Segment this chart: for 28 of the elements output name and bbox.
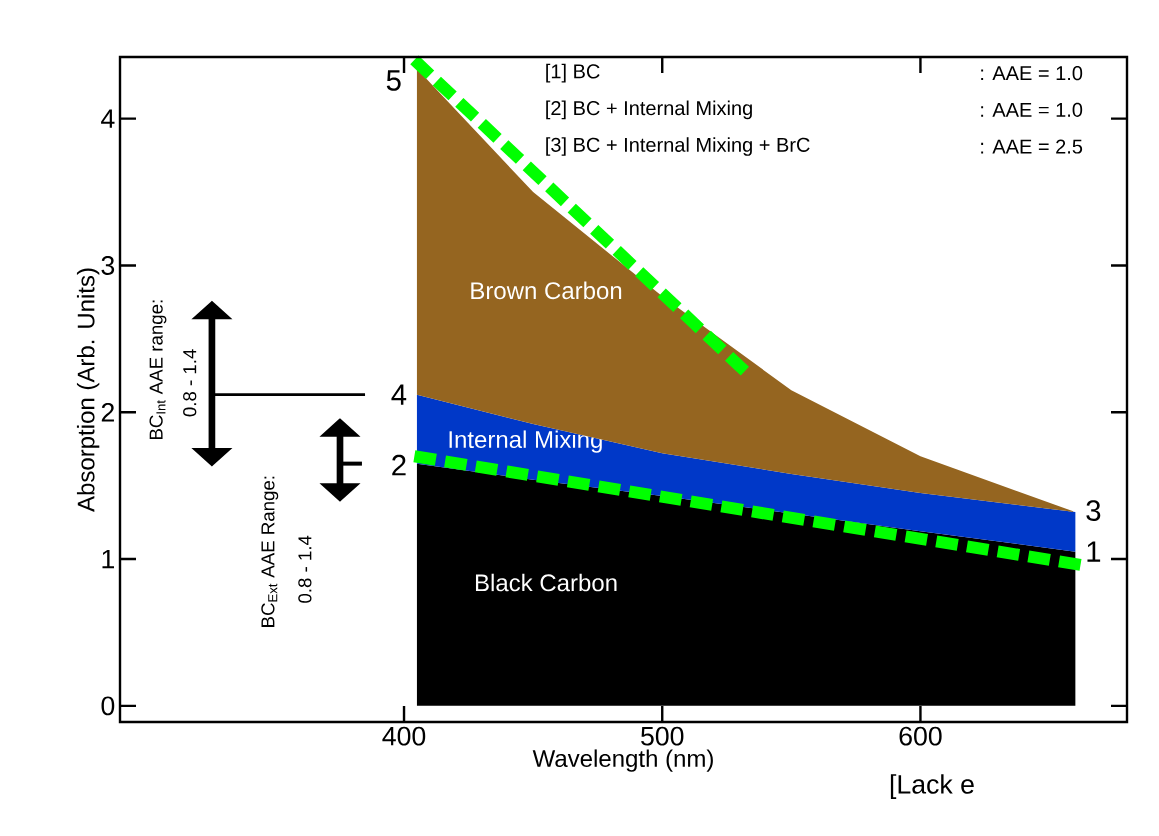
x-tick-label: 500 — [641, 726, 684, 746]
y-tick-label: 1 — [102, 549, 114, 569]
series-label: Black Carbon — [475, 573, 617, 592]
text: [Lack e — [890, 774, 974, 800]
annotation: : AAE = 1.0 — [981, 66, 1083, 81]
annotation: : AAE = 1.0 — [981, 102, 1083, 117]
y-tick-label: 0 — [101, 696, 115, 716]
annotation: BC$_{Ext}$ AAE Range: — [261, 476, 279, 627]
annotation: 0.8 - 1.4 — [298, 535, 312, 603]
series-label: Brown Carbon — [471, 281, 622, 300]
annotation: 2 — [392, 454, 406, 476]
annotation: BC$_{Int}$ AAE range: — [149, 300, 167, 440]
annotation: [3] BC + Internal Mixing + BrC — [546, 137, 810, 156]
x-tick-label: 400 — [382, 726, 426, 746]
x-tick-label: 600 — [899, 726, 942, 746]
annotation: 5 — [386, 70, 401, 91]
y-axis-title: Absorption (Arb. Units) — [76, 268, 100, 512]
y-tick-label: 3 — [101, 256, 115, 275]
annotation: 0.8 - 1.4 — [183, 349, 197, 417]
y-tick-label: 4 — [101, 109, 115, 128]
annotation: 4 — [391, 384, 407, 405]
annotation: : AAE = 2.5 — [981, 139, 1083, 154]
annotation: [1] BC — [546, 63, 600, 83]
annotation: [2] BC + Internal Mixing — [546, 100, 752, 120]
y-tick-label: 2 — [101, 402, 114, 422]
x-axis-title: Wavelength (nm) — [532, 749, 713, 772]
annotation: 1 — [1087, 541, 1101, 562]
annotation: 3 — [1086, 500, 1101, 521]
